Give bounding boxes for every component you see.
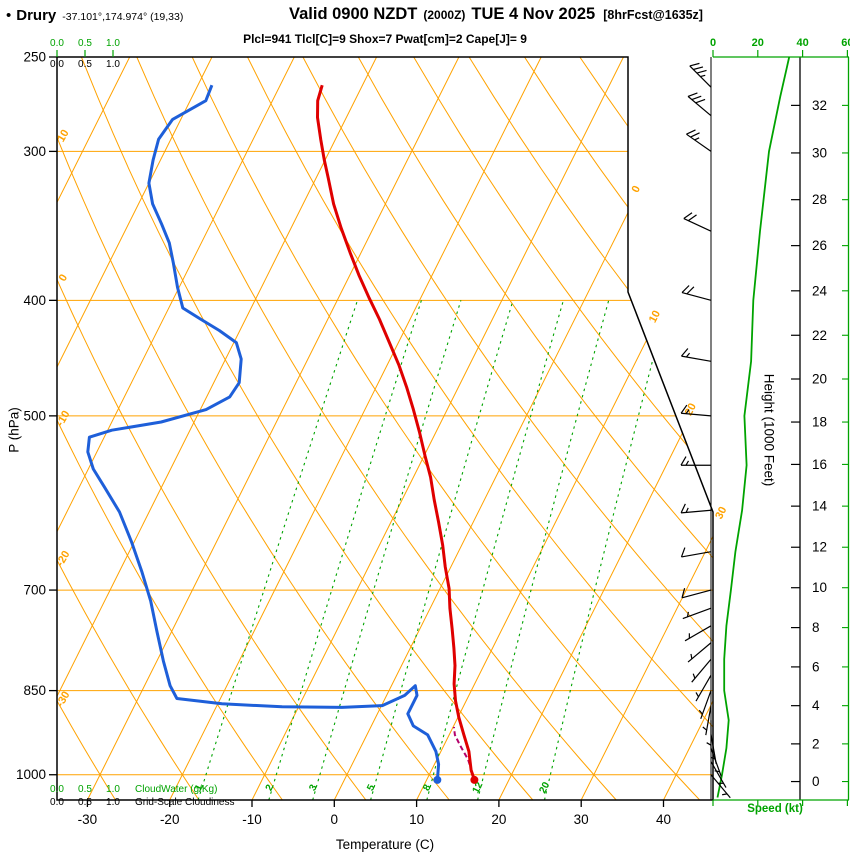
svg-text:24: 24 xyxy=(812,283,828,298)
svg-text:26: 26 xyxy=(812,238,827,253)
cloudiness-scale-05: 0.5 xyxy=(78,59,92,70)
svg-text:-30: -30 xyxy=(78,812,98,827)
cloudiness-label: Grid-Scale Cloudiness xyxy=(135,797,235,808)
temperature-axis-label: Temperature (C) xyxy=(335,837,435,852)
pressure-axis-label: P (hPa) xyxy=(6,407,22,453)
cloudiness-b1: 1.0 xyxy=(106,797,120,808)
temperature-axis: -30 -20 -10 0 10 20 30 40 xyxy=(78,800,671,827)
svg-text:10: 10 xyxy=(55,128,72,145)
svg-text:30: 30 xyxy=(713,505,729,521)
header-station-row: • Drury -37.101°,174.974° (19,33) xyxy=(6,7,183,24)
station-name: Drury xyxy=(16,7,57,24)
cloudwater-scale-0: 0.0 xyxy=(50,38,64,49)
svg-text:0: 0 xyxy=(812,774,820,789)
svg-text:28: 28 xyxy=(812,192,827,207)
svg-text:850: 850 xyxy=(23,683,46,698)
svg-text:10: 10 xyxy=(409,812,424,827)
wind-speed-curve xyxy=(716,56,791,798)
cloudwater-scale-ticks xyxy=(56,50,114,57)
forecast-tag: [8hrFcst@1635z] xyxy=(603,8,703,22)
svg-text:10: 10 xyxy=(647,309,663,325)
svg-text:40: 40 xyxy=(796,37,808,49)
cloudwater-b0: 0.0 xyxy=(50,784,64,795)
cloudwater-scale-1: 1.0 xyxy=(106,38,120,49)
cloudwater-bottom-scale: 0.0 0.5 1.0 CloudWater (g/Kg) xyxy=(43,784,217,795)
cloudwater-label: CloudWater (g/Kg) xyxy=(135,784,218,795)
cloudiness-scale-1: 1.0 xyxy=(106,59,120,70)
svg-text:8: 8 xyxy=(421,783,434,793)
svg-text:1000: 1000 xyxy=(16,767,46,782)
header-valid-row: Valid 0900 NZDT (2000Z) TUE 4 Nov 2025 [… xyxy=(289,5,703,24)
svg-text:3: 3 xyxy=(307,783,320,793)
svg-text:700: 700 xyxy=(23,583,46,598)
parcel-path xyxy=(452,726,476,781)
station-bullet-icon: • xyxy=(6,7,12,24)
svg-text:10: 10 xyxy=(812,580,827,595)
cloudiness-b05: 0.5 xyxy=(78,797,92,808)
svg-text:6: 6 xyxy=(812,659,820,674)
plot-frame xyxy=(56,56,714,801)
svg-text:14: 14 xyxy=(812,499,828,514)
pressure-gridlines xyxy=(57,150,713,776)
svg-text:300: 300 xyxy=(23,144,46,159)
svg-text:60: 60 xyxy=(841,37,850,49)
dewpoint-profile xyxy=(86,84,441,781)
valid-zulu: (2000Z) xyxy=(423,8,466,22)
svg-text:1: 1 xyxy=(193,783,206,793)
svg-text:400: 400 xyxy=(23,293,46,308)
svg-text:30: 30 xyxy=(574,812,589,827)
svg-text:20: 20 xyxy=(491,812,506,827)
temperature-profile xyxy=(316,84,476,781)
svg-text:32: 32 xyxy=(812,98,827,113)
cloudwater-b05: 0.5 xyxy=(78,784,92,795)
svg-text:22: 22 xyxy=(812,328,827,343)
surface-dots xyxy=(433,775,479,784)
svg-text:250: 250 xyxy=(23,50,46,65)
mixing-ratio-lines xyxy=(197,300,669,800)
svg-text:8: 8 xyxy=(812,620,820,635)
svg-text:5: 5 xyxy=(365,783,378,793)
cloudwater-b1: 1.0 xyxy=(106,784,120,795)
svg-text:20: 20 xyxy=(537,780,552,795)
svg-text:16: 16 xyxy=(812,457,827,472)
svg-text:40: 40 xyxy=(656,812,671,827)
valid-time: Valid 0900 NZDT xyxy=(289,5,418,23)
pressure-axis: 250 300 400 500 700 850 1000 xyxy=(16,50,57,782)
cloudiness-scale-0: 0.0 xyxy=(50,59,64,70)
svg-text:-10: -10 xyxy=(242,812,262,827)
station-coords: -37.101°,174.974° (19,33) xyxy=(62,11,184,23)
height-axis-label: Height (1000 Feet) xyxy=(761,373,777,487)
svg-text:20: 20 xyxy=(752,37,764,49)
svg-text:30: 30 xyxy=(812,145,827,160)
valid-date: TUE 4 Nov 2025 xyxy=(471,5,596,23)
svg-text:500: 500 xyxy=(23,408,46,423)
isotherm-edge-labels: 0 10 20 30 xyxy=(630,184,730,521)
svg-text:0: 0 xyxy=(331,812,339,827)
speed-axis-label: Speed (kt) xyxy=(747,803,803,815)
svg-text:12: 12 xyxy=(812,540,827,555)
cloudwater-scale-05: 0.5 xyxy=(78,38,92,49)
mixing-ratio-labels: 1 2 3 5 8 12 20 xyxy=(193,780,552,795)
cloudiness-b0: 0.0 xyxy=(50,797,64,808)
speed-axis: 0204060 xyxy=(710,37,850,806)
wind-barbs xyxy=(680,57,731,800)
stability-indices: Plcl=941 Tlcl[C]=9 Shox=7 Pwat[cm]=2 Cap… xyxy=(243,32,527,46)
cloudiness-top-scale: 0.0 0.5 1.0 xyxy=(43,59,127,70)
svg-text:2: 2 xyxy=(264,783,277,793)
cloudwater-top-scale: 0.0 0.5 1.0 xyxy=(43,38,127,49)
svg-text:0: 0 xyxy=(57,272,70,283)
svg-text:20: 20 xyxy=(683,401,699,417)
svg-text:-20: -20 xyxy=(160,812,180,827)
svg-text:0: 0 xyxy=(710,37,716,49)
svg-text:18: 18 xyxy=(812,415,827,430)
svg-text:0: 0 xyxy=(630,184,643,195)
cloudiness-bottom-scale: 0.0 0.5 1.0 Grid-Scale Cloudiness xyxy=(43,797,235,808)
svg-text:2: 2 xyxy=(812,736,820,751)
svg-text:20: 20 xyxy=(812,372,827,387)
svg-text:4: 4 xyxy=(812,698,820,713)
